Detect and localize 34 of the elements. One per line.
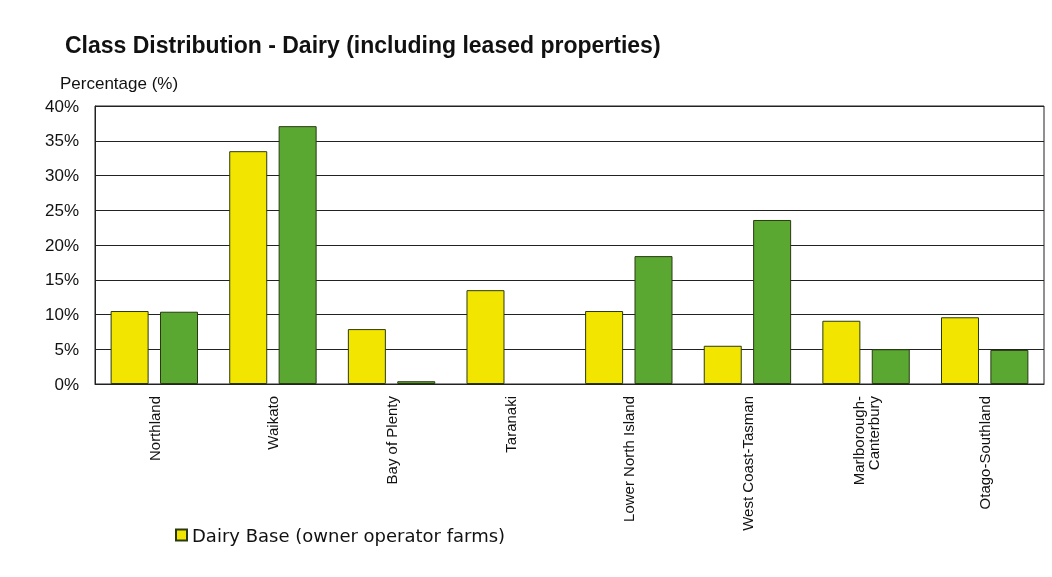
x-tick-label: Northland xyxy=(145,396,163,462)
y-tick-label: 30% xyxy=(44,166,79,185)
x-tick-label: Waikato xyxy=(264,396,282,450)
y-tick-label: 25% xyxy=(44,200,79,220)
x-tick-label: Taranaki xyxy=(501,396,519,453)
bar xyxy=(160,311,199,384)
x-tick-label: Bay of Plenty xyxy=(383,395,401,485)
y-tick-label: 10% xyxy=(44,305,79,324)
y-tick-label: 20% xyxy=(44,235,79,255)
chart-title: Class Distribution - Dairy (including leased properties) xyxy=(65,31,661,58)
bar xyxy=(871,349,910,384)
y-tick-label: 5% xyxy=(54,339,79,359)
bar xyxy=(229,151,268,384)
x-tick-label: Marlborough-Canterbury xyxy=(850,395,883,486)
bar xyxy=(703,345,742,384)
x-tick-label: Lower North Island xyxy=(620,396,638,522)
legend-label: Dairy Base (owner operator farms) xyxy=(192,524,506,546)
x-tick-label: West Coast-Tasman xyxy=(738,396,756,531)
y-tick-label: 15% xyxy=(44,270,79,290)
bar xyxy=(347,329,386,384)
x-tick-label: Otago-Southland xyxy=(976,396,994,510)
y-axis-title: Percentage (%) xyxy=(60,74,179,93)
bar xyxy=(753,219,792,384)
bar xyxy=(634,256,673,384)
bar xyxy=(822,320,861,384)
bar xyxy=(990,349,1029,384)
y-tick-label: 35% xyxy=(44,131,79,151)
bar xyxy=(585,311,624,384)
bar xyxy=(466,290,505,384)
bar xyxy=(110,311,149,384)
y-tick-label: 0% xyxy=(54,374,79,394)
bar xyxy=(278,126,317,384)
bar xyxy=(940,317,979,384)
y-tick-label: 40% xyxy=(44,96,79,116)
